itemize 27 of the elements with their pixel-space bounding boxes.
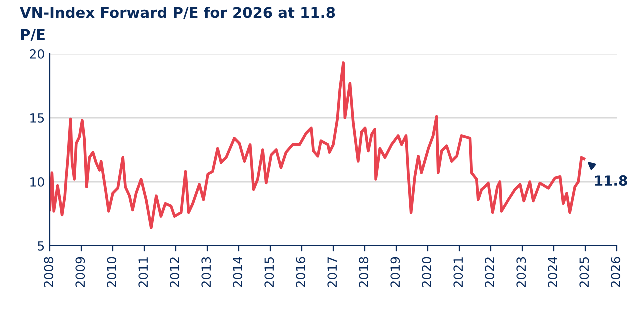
x-tick-label: 2013 (202, 257, 212, 288)
chart-title: VN-Index Forward P/E for 2026 at 11.8 (20, 6, 336, 20)
x-tick-label: 2011 (138, 258, 148, 288)
x-tick-label: 2014 (233, 257, 243, 288)
x-tick-label: 2022 (485, 258, 495, 288)
x-tick-label: 2009 (76, 257, 86, 288)
x-tick-label: 2023 (516, 257, 526, 288)
y-tick-label: 5 (38, 242, 44, 251)
y-tick-label: 15 (30, 114, 44, 123)
x-tick-label: 2019 (390, 257, 400, 288)
x-tick-label: 2017 (328, 257, 338, 288)
x-tick-label: 2018 (359, 257, 369, 288)
line-series (50, 62, 586, 230)
y-axis-title: P/E (21, 29, 45, 42)
x-tick-label: 2021 (454, 258, 464, 288)
x-tick-label: 2016 (296, 257, 306, 288)
annotation: 11.8 (595, 176, 628, 186)
x-tick-label: 2008 (44, 257, 54, 288)
x-tick-label: 2015 (264, 258, 274, 288)
x-tick-label: 2010 (107, 257, 117, 288)
x-tick-label: 2012 (170, 258, 180, 288)
x-tick-label: 2025 (580, 258, 590, 288)
y-tick-label: 10 (30, 177, 44, 187)
y-tick-label: 20 (30, 49, 44, 59)
x-tick-label: 2024 (548, 257, 558, 288)
x-tick-label: 2026 (611, 257, 621, 288)
x-tick-label: 2020 (422, 257, 432, 288)
